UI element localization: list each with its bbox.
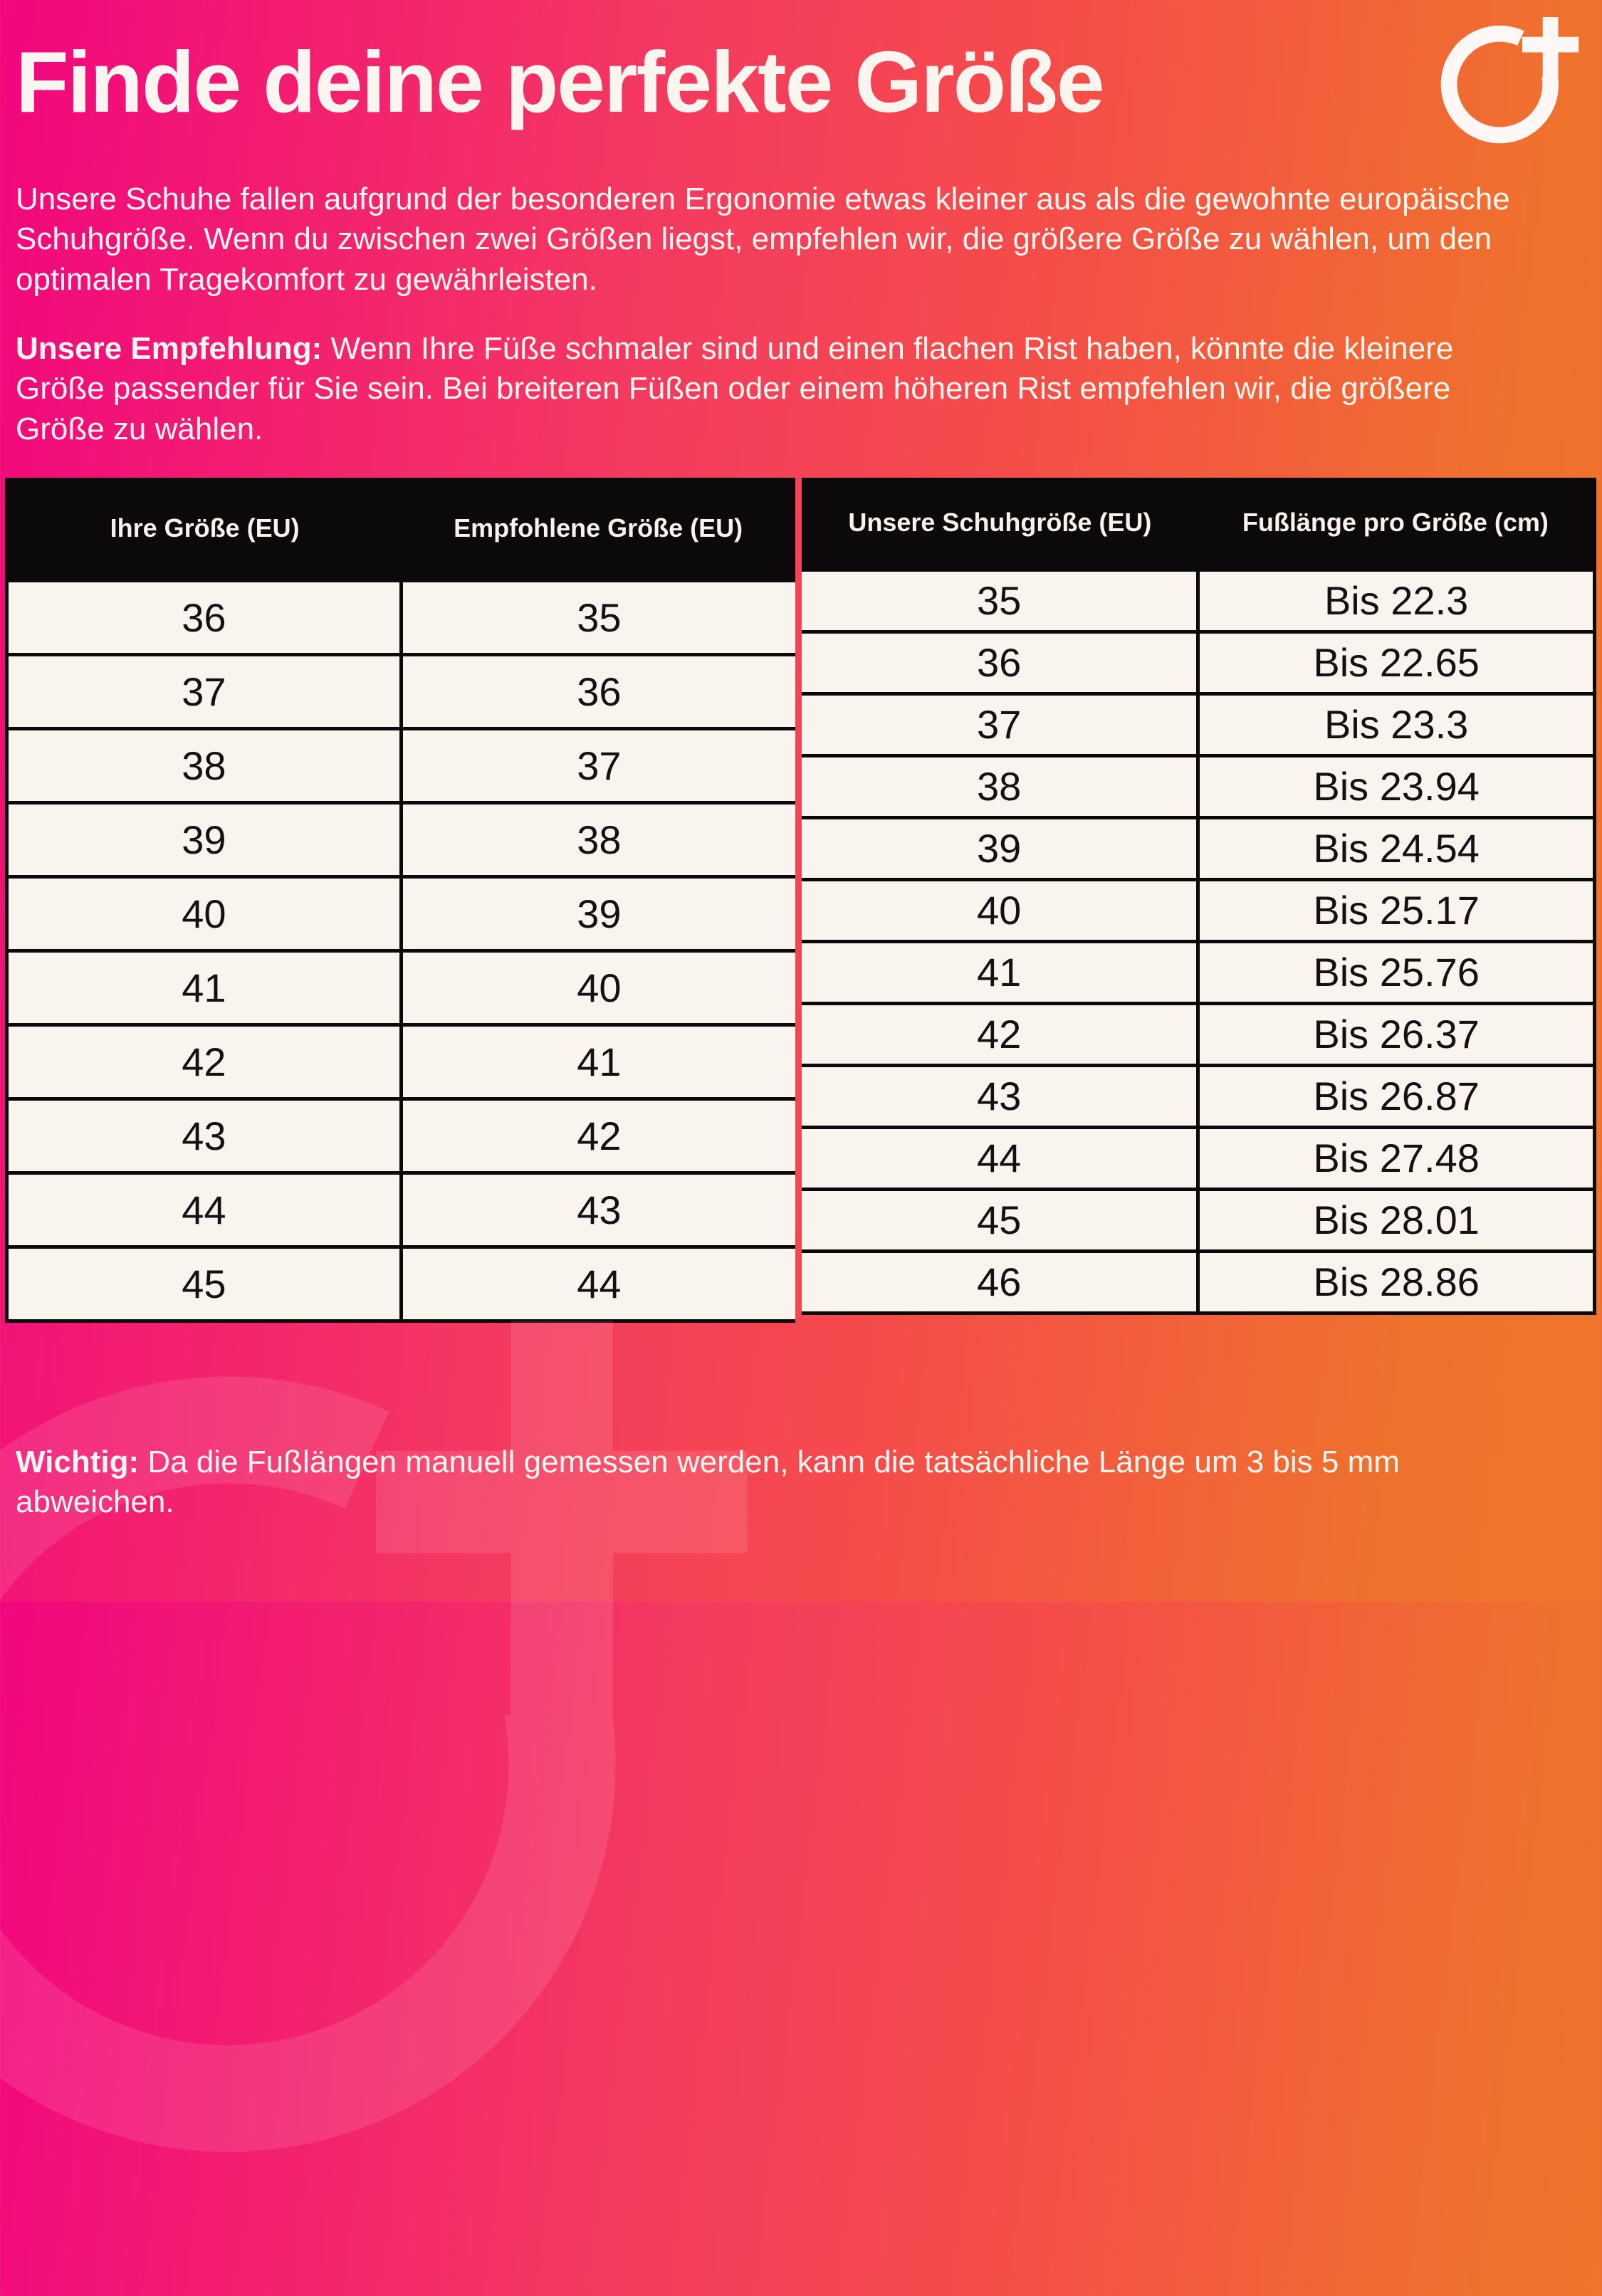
table-cell: 40 bbox=[6, 874, 403, 950]
table-cell: 38 bbox=[6, 726, 403, 802]
table-cell: 39 bbox=[802, 815, 1200, 879]
table-row: 38 Bis 23.94 bbox=[802, 753, 1595, 817]
table-cell: 44 bbox=[6, 1170, 403, 1247]
table-row: 41 Bis 25.76 bbox=[802, 939, 1595, 1003]
table-row: 36 35 bbox=[6, 578, 795, 654]
table-cell: 43 bbox=[401, 1170, 795, 1247]
recommendation-text: Unsere Empfehlung: Wenn Ihre Füße schmal… bbox=[16, 329, 1511, 449]
table-cell: 35 bbox=[401, 578, 795, 654]
table-row: 44 Bis 27.48 bbox=[802, 1125, 1595, 1189]
table-cell: Bis 26.87 bbox=[1198, 1063, 1595, 1127]
table-cell: Bis 26.37 bbox=[1198, 1001, 1595, 1065]
note-label: Wichtig: bbox=[16, 1445, 140, 1479]
table-cell: Bis 24.54 bbox=[1198, 815, 1595, 879]
table-cell: 37 bbox=[6, 652, 403, 728]
table-row: 46 Bis 28.86 bbox=[802, 1249, 1595, 1313]
table-cell: Bis 23.94 bbox=[1198, 753, 1595, 817]
table-row: 37 Bis 23.3 bbox=[802, 691, 1595, 755]
table-cell: Bis 28.01 bbox=[1198, 1187, 1595, 1251]
table-cell: 36 bbox=[6, 578, 403, 654]
column-header-our-shoe-size: Unsere Schuhgröße (EU) bbox=[802, 478, 1198, 570]
table-cell: 36 bbox=[802, 629, 1200, 693]
table-row: 35 Bis 22.3 bbox=[802, 567, 1595, 631]
table-cell: 40 bbox=[401, 948, 795, 1024]
table-header-row: Unsere Schuhgröße (EU) Fußlänge pro Größ… bbox=[802, 478, 1595, 570]
table-cell: 41 bbox=[401, 1022, 795, 1099]
table-row: 44 43 bbox=[6, 1170, 795, 1247]
table-cell: 39 bbox=[401, 874, 795, 950]
table-cell: 44 bbox=[802, 1125, 1200, 1189]
table-cell: 43 bbox=[6, 1096, 403, 1173]
table-cell: 42 bbox=[6, 1022, 403, 1099]
table-row: 43 42 bbox=[6, 1096, 795, 1173]
brand-logo-icon bbox=[1440, 17, 1579, 144]
table-cell: 42 bbox=[401, 1096, 795, 1173]
table-row: 40 39 bbox=[6, 874, 795, 950]
table-row: 45 Bis 28.01 bbox=[802, 1187, 1595, 1251]
table-cell: 42 bbox=[802, 1001, 1200, 1065]
table-cell: 45 bbox=[6, 1244, 403, 1321]
table-cell: 38 bbox=[401, 800, 795, 876]
table-cell: Bis 22.3 bbox=[1198, 567, 1595, 631]
note-text: Wichtig: Da die Fußlängen manuell gemess… bbox=[16, 1442, 1561, 1523]
table-cell: 38 bbox=[802, 753, 1200, 817]
foot-length-table: Unsere Schuhgröße (EU) Fußlänge pro Größ… bbox=[802, 478, 1596, 1315]
table-cell: 35 bbox=[802, 567, 1200, 631]
table-cell: Bis 27.48 bbox=[1198, 1125, 1595, 1189]
recommendation-label: Unsere Empfehlung: bbox=[16, 331, 323, 366]
table-cell: Bis 28.86 bbox=[1198, 1249, 1595, 1313]
page-title: Finde deine perfekte Größe bbox=[16, 33, 1105, 130]
intro-text: Unsere Schuhe fallen aufgrund der besond… bbox=[16, 182, 1510, 297]
table-cell: Bis 25.17 bbox=[1198, 877, 1595, 941]
size-conversion-table: Ihre Größe (EU) Empfohlene Größe (EU) 36… bbox=[5, 478, 795, 1323]
table-header-row: Ihre Größe (EU) Empfohlene Größe (EU) bbox=[6, 478, 795, 580]
column-header-foot-length: Fußlänge pro Größe (cm) bbox=[1198, 478, 1595, 570]
table-cell: 37 bbox=[401, 726, 795, 802]
table-row: 39 Bis 24.54 bbox=[802, 815, 1595, 879]
table-cell: 43 bbox=[802, 1063, 1200, 1127]
table-row: 36 Bis 22.65 bbox=[802, 629, 1595, 693]
table-cell: Bis 23.3 bbox=[1198, 691, 1595, 755]
table-row: 43 Bis 26.87 bbox=[802, 1063, 1595, 1127]
note-body: Da die Fußlängen manuell gemessen werden… bbox=[16, 1445, 1400, 1520]
table-cell: 41 bbox=[802, 939, 1200, 1003]
table-cell: 36 bbox=[401, 652, 795, 728]
table-row: 45 44 bbox=[6, 1244, 795, 1321]
table-row: 37 36 bbox=[6, 652, 795, 728]
table-cell: 45 bbox=[802, 1187, 1200, 1251]
table-row: 41 40 bbox=[6, 948, 795, 1024]
table-cell: 39 bbox=[6, 800, 403, 876]
table-cell: 37 bbox=[802, 691, 1200, 755]
table-row: 38 37 bbox=[6, 726, 795, 802]
size-guide-page: Finde deine perfekte Größe Unsere Schuhe… bbox=[5, 17, 1596, 1523]
table-row: 40 Bis 25.17 bbox=[802, 877, 1595, 941]
table-row: 42 41 bbox=[6, 1022, 795, 1099]
table-row: 42 Bis 26.37 bbox=[802, 1001, 1595, 1065]
column-header-your-size: Ihre Größe (EU) bbox=[6, 478, 402, 580]
table-cell: 40 bbox=[802, 877, 1200, 941]
table-cell: 46 bbox=[802, 1249, 1200, 1313]
table-cell: Bis 25.76 bbox=[1198, 939, 1595, 1003]
recommendation-body: Wenn Ihre Füße schmaler sind und einen f… bbox=[16, 331, 1454, 446]
table-cell: 41 bbox=[6, 948, 403, 1024]
table-cell: 44 bbox=[401, 1244, 795, 1321]
table-cell: Bis 22.65 bbox=[1198, 629, 1595, 693]
column-header-recommended-size: Empfohlene Größe (EU) bbox=[401, 478, 795, 580]
table-row: 39 38 bbox=[6, 800, 795, 876]
